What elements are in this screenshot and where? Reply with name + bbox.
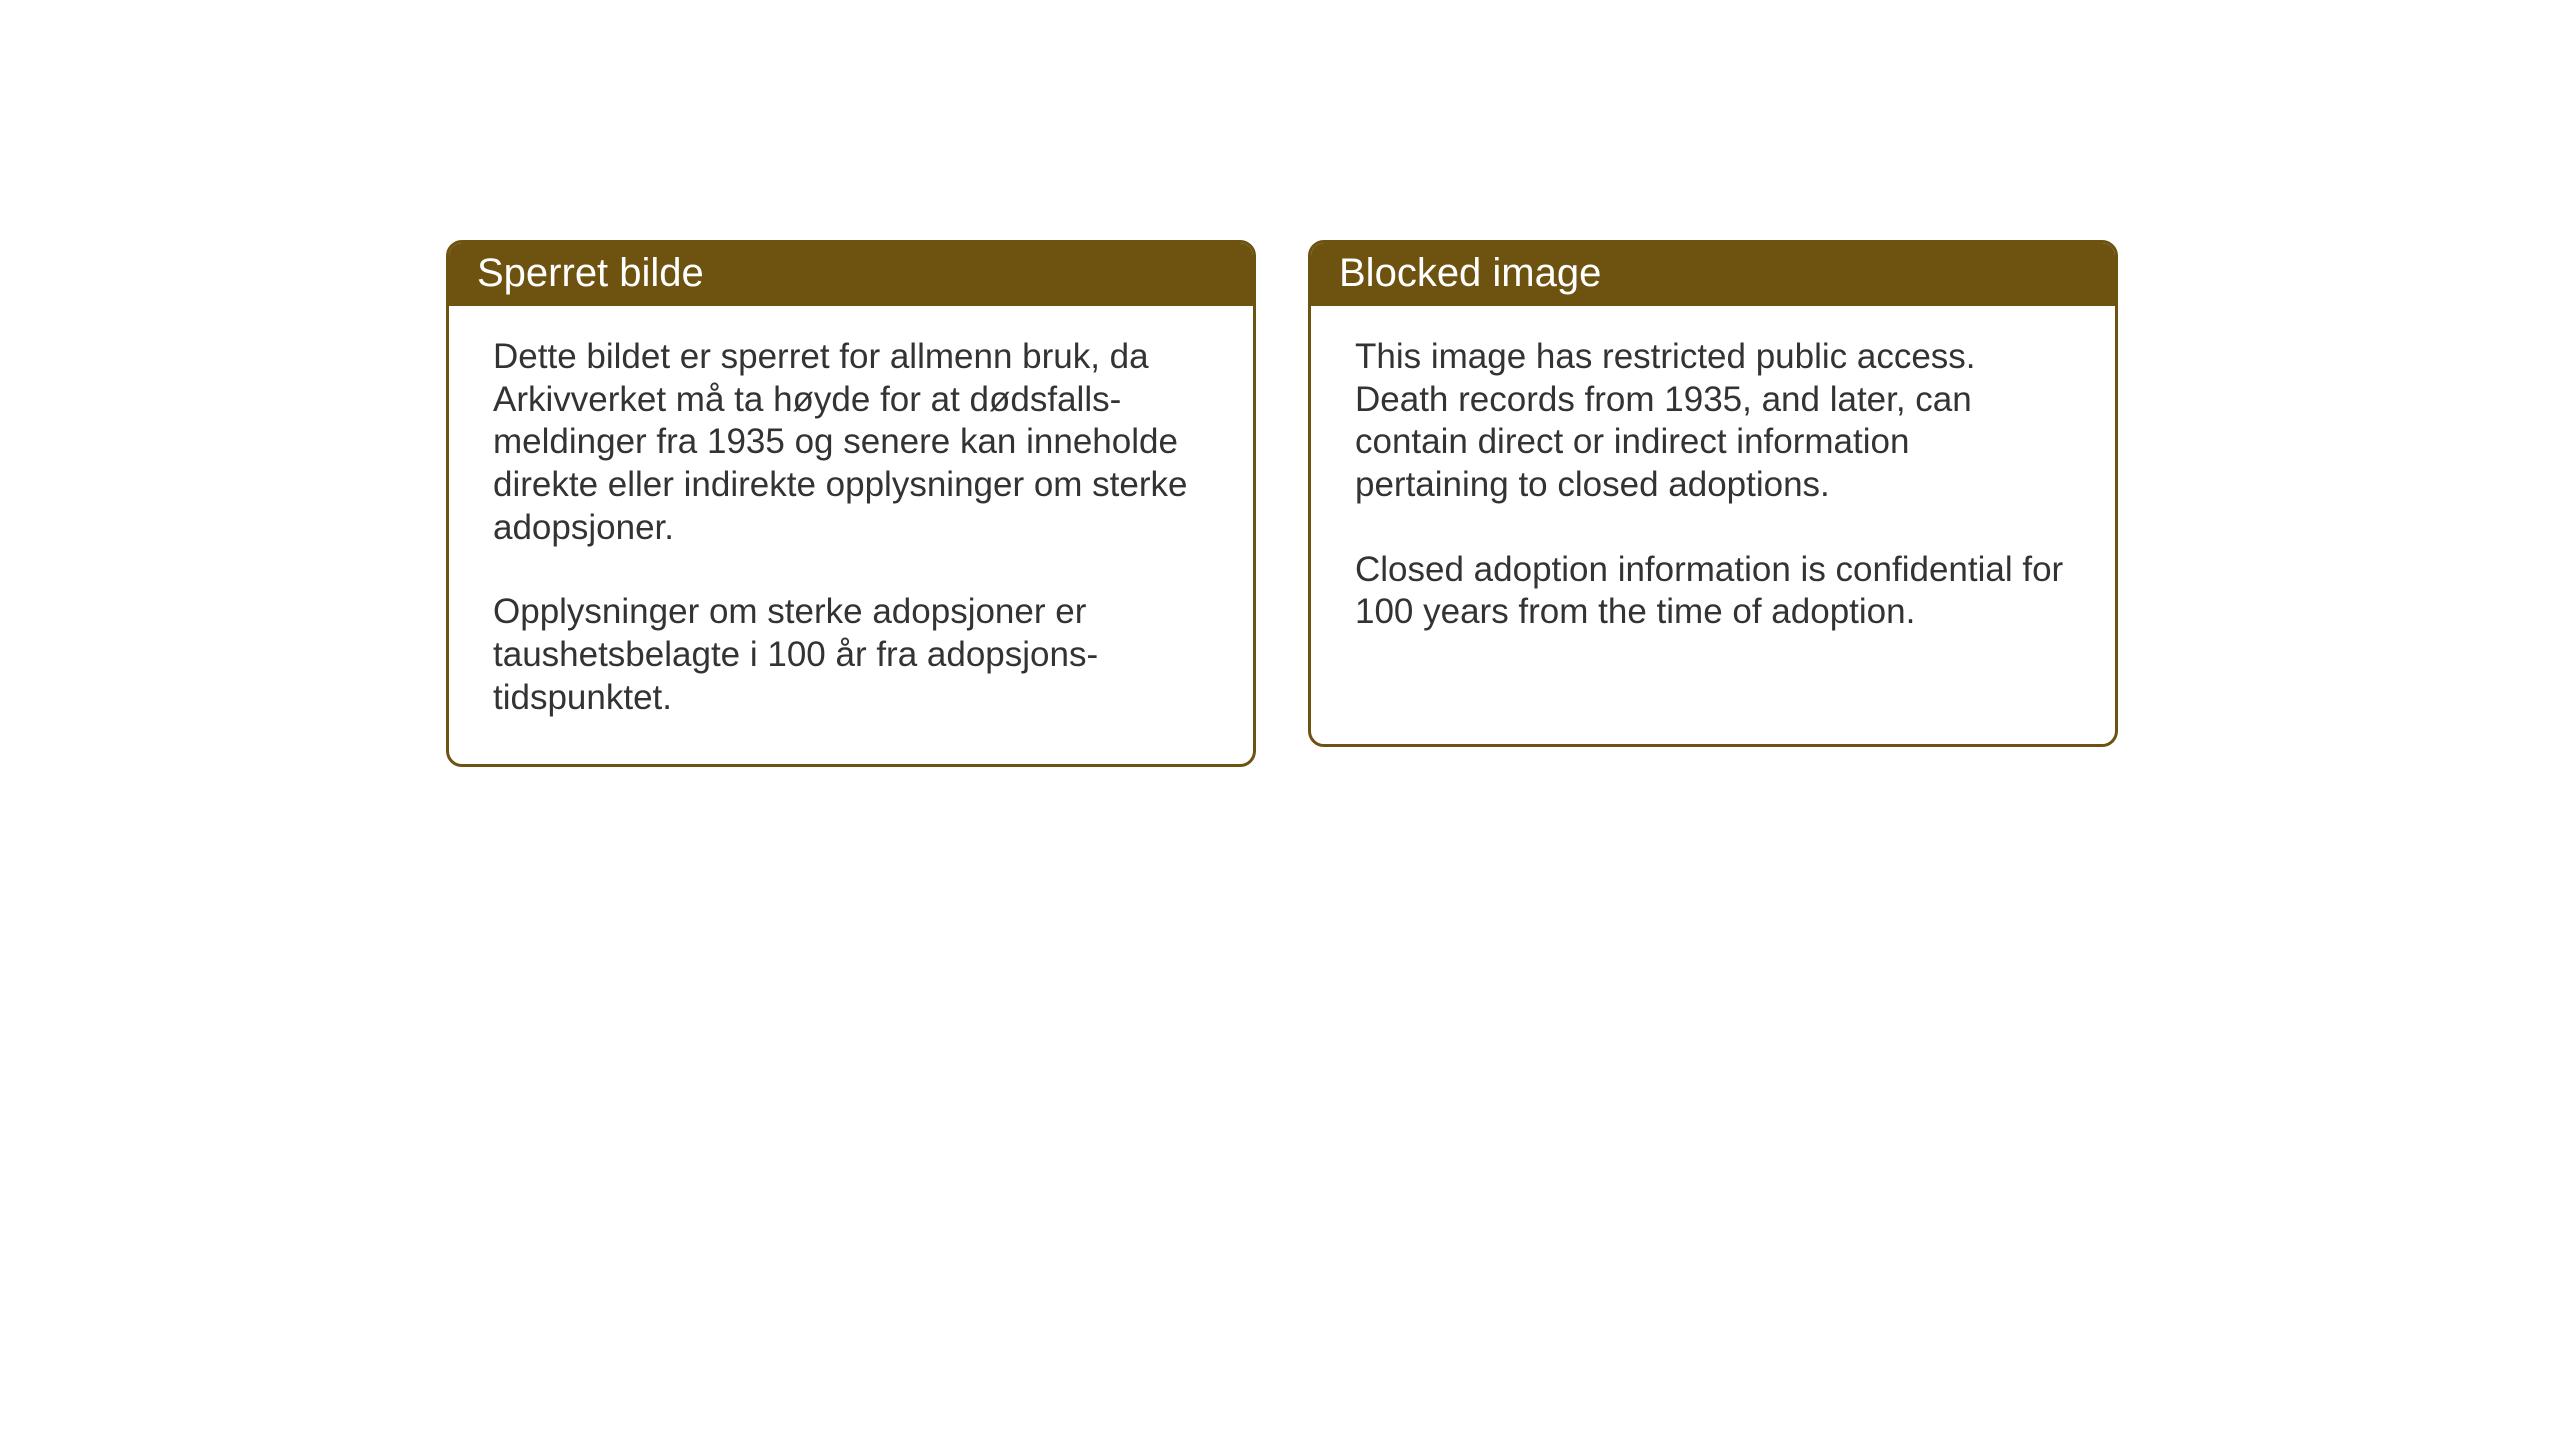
notice-paragraph-2-english: Closed adoption information is confident… xyxy=(1355,549,2071,634)
notice-paragraph-1-english: This image has restricted public access.… xyxy=(1355,336,2071,507)
notice-header-norwegian: Sperret bilde xyxy=(449,243,1253,306)
notices-container: Sperret bilde Dette bildet er sperret fo… xyxy=(0,0,2560,767)
notice-box-english: Blocked image This image has restricted … xyxy=(1308,240,2118,747)
notice-body-norwegian: Dette bildet er sperret for allmenn bruk… xyxy=(449,306,1253,764)
notice-box-norwegian: Sperret bilde Dette bildet er sperret fo… xyxy=(446,240,1256,767)
notice-body-english: This image has restricted public access.… xyxy=(1311,306,2115,678)
notice-header-english: Blocked image xyxy=(1311,243,2115,306)
notice-paragraph-1-norwegian: Dette bildet er sperret for allmenn bruk… xyxy=(493,336,1209,549)
notice-paragraph-2-norwegian: Opplysninger om sterke adopsjoner er tau… xyxy=(493,591,1209,719)
